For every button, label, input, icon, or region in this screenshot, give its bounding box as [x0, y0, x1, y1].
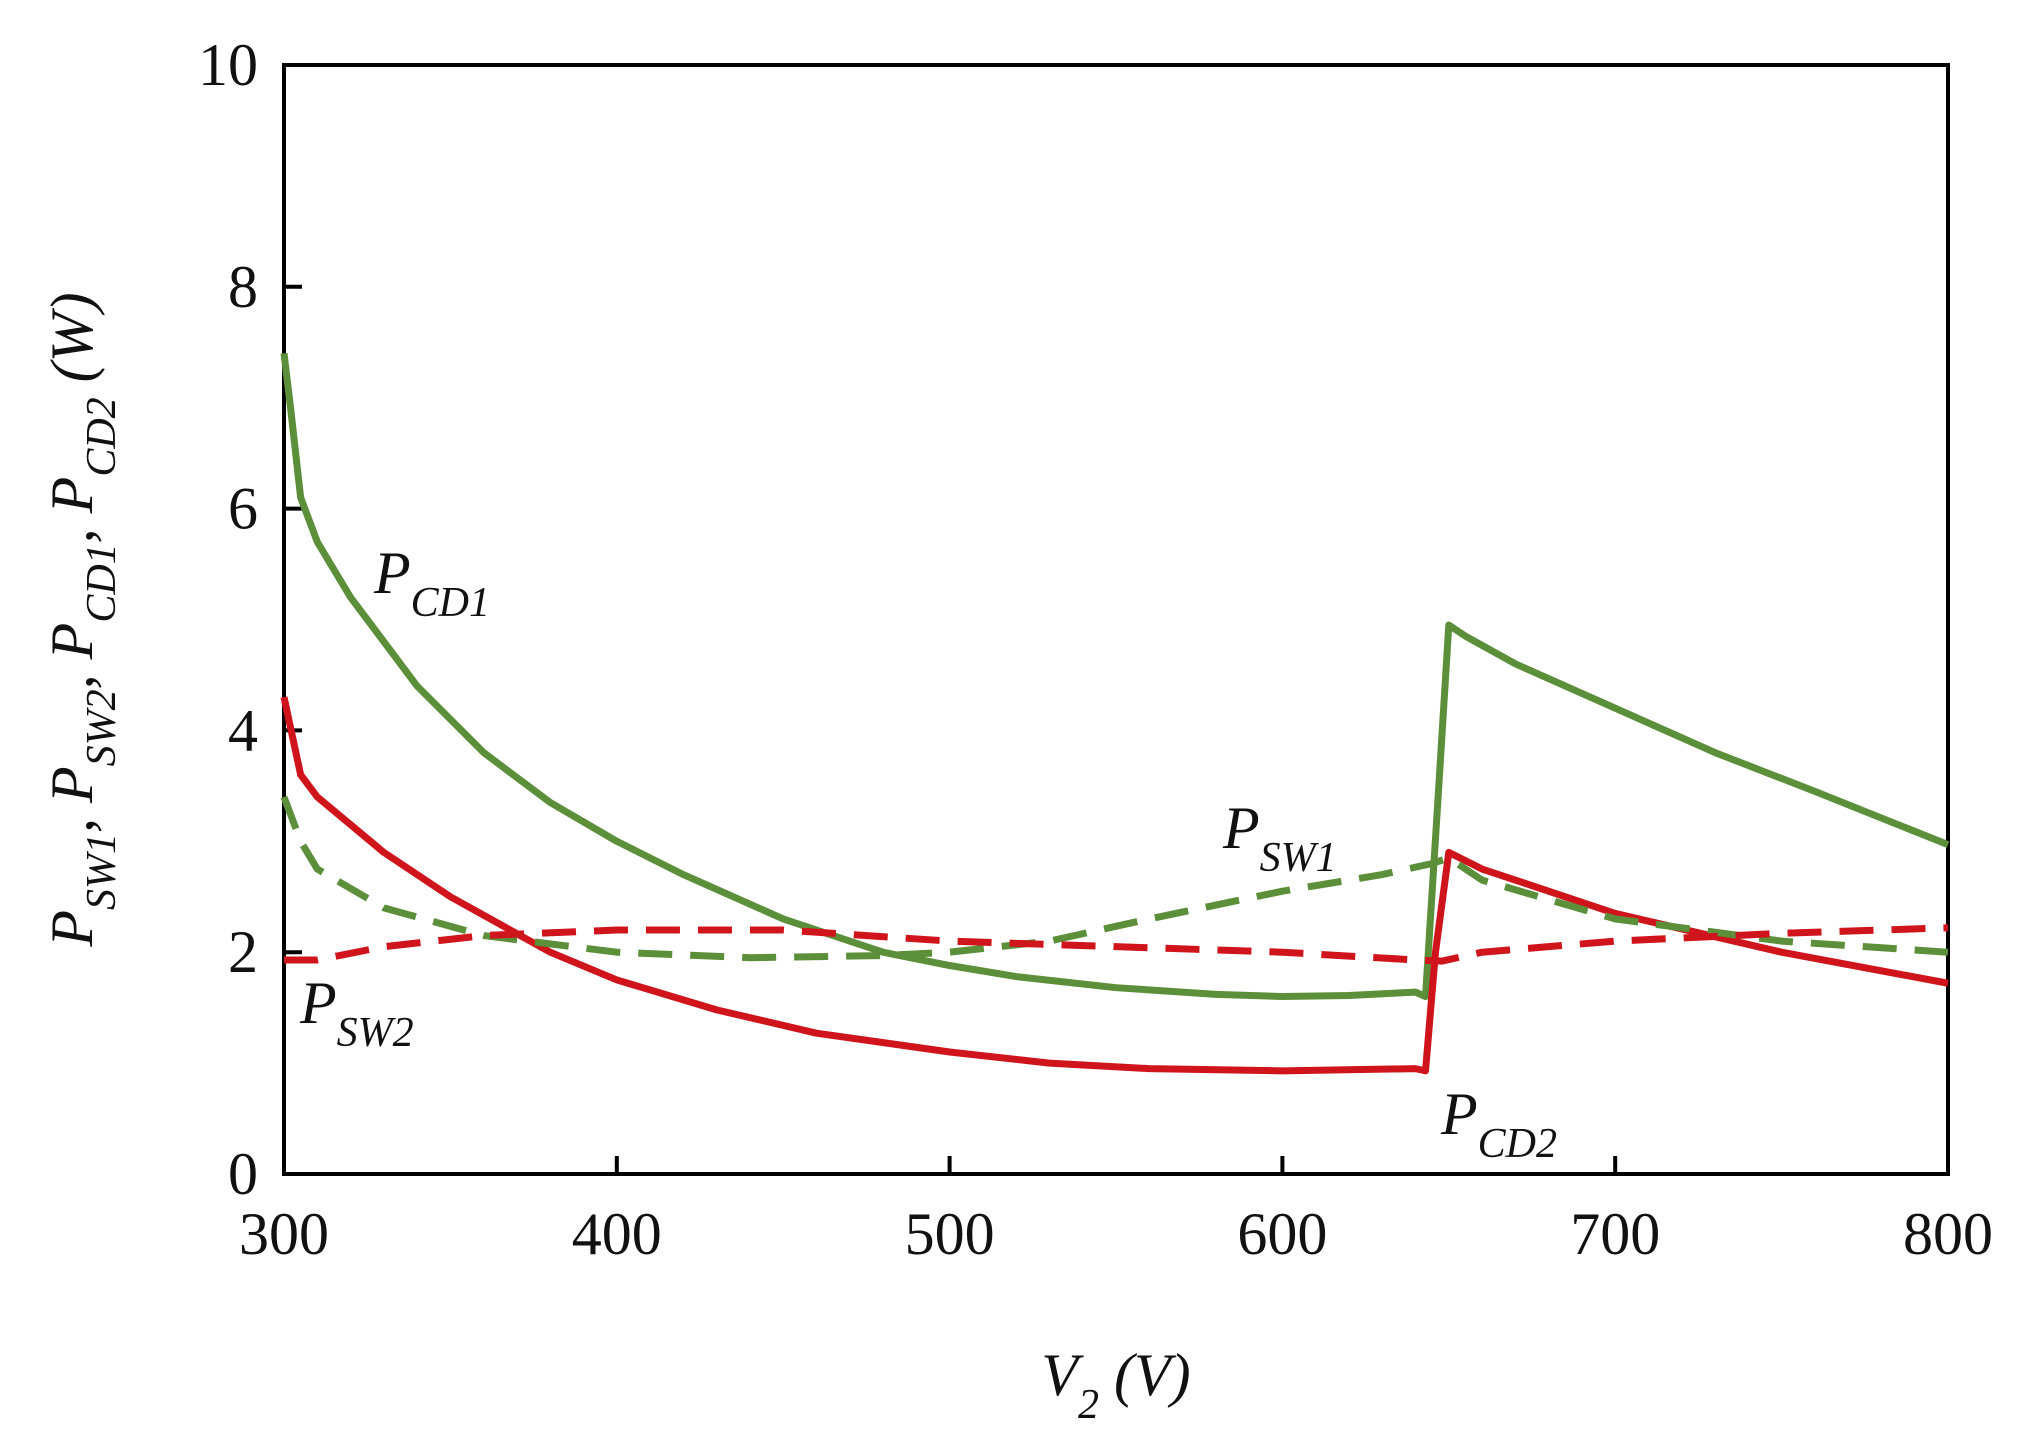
- x-tick-label: 500: [905, 1201, 995, 1267]
- series-line: [280, 696, 1949, 1075]
- label-text: (W): [39, 292, 105, 397]
- label-text: P: [299, 970, 337, 1036]
- label-sub: SW2: [79, 689, 125, 766]
- x-tick-label: 300: [239, 1201, 329, 1267]
- label-text: P: [1222, 795, 1260, 861]
- x-tick-label: 700: [1570, 1201, 1660, 1267]
- label-sub: CD1: [79, 543, 125, 622]
- annotation: PSW2: [299, 970, 414, 1056]
- y-tick-label: 10: [198, 32, 258, 98]
- label-sub: SW1: [79, 833, 125, 910]
- series-line: [284, 924, 1949, 965]
- label-sub: CD1: [411, 580, 490, 626]
- y-tick-label: 2: [228, 919, 258, 985]
- label-sub: CD2: [79, 397, 125, 476]
- label-text: , P: [39, 623, 105, 690]
- label-sub: 2: [1078, 1382, 1099, 1428]
- series-line: [280, 352, 1950, 1001]
- y-tick-label: 6: [228, 476, 258, 542]
- label-text: , P: [39, 766, 105, 833]
- label-text: P: [1440, 1081, 1478, 1147]
- annotation: PCD2: [1440, 1081, 1557, 1167]
- y-tick-label: 0: [228, 1141, 258, 1207]
- label-text: V: [1041, 1342, 1084, 1408]
- label-text: , P: [39, 477, 105, 544]
- label-text: P: [39, 910, 105, 948]
- y-axis-label: PSW1, PSW2, PCD1, PCD2 (W): [39, 292, 125, 947]
- x-tick-label: 400: [572, 1201, 662, 1267]
- x-tick-label: 600: [1237, 1201, 1327, 1267]
- y-tick-label: 4: [228, 697, 258, 763]
- label-sub: SW1: [1260, 835, 1337, 881]
- label-text: P: [373, 540, 411, 606]
- label-sub: SW2: [337, 1010, 414, 1056]
- series-line: [280, 795, 1949, 962]
- x-axis-label: V2 (V): [1041, 1342, 1190, 1428]
- annotation: PSW1: [1222, 795, 1337, 881]
- plot-frame: [282, 63, 1950, 1176]
- label-text: (V): [1099, 1342, 1191, 1408]
- y-tick-label: 8: [228, 254, 258, 320]
- x-tick-label: 800: [1903, 1201, 1993, 1267]
- annotation: PCD1: [373, 540, 490, 626]
- label-sub: CD2: [1478, 1121, 1557, 1167]
